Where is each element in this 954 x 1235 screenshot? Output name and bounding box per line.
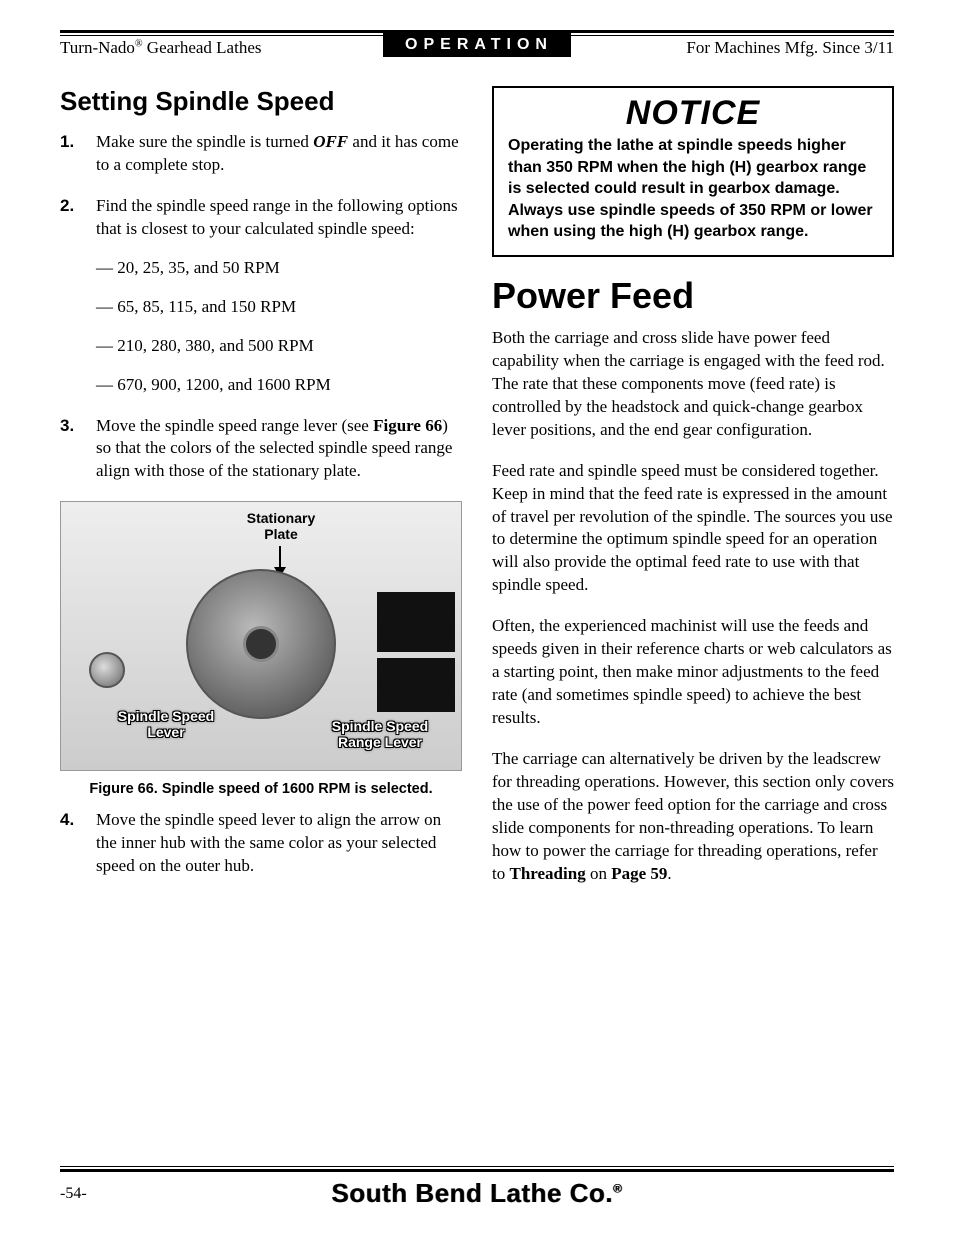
header-right: For Machines Mfg. Since 3/11 <box>581 38 894 58</box>
power-feed-p2: Feed rate and spindle speed must be cons… <box>492 460 894 598</box>
steps-list: Make sure the spindle is turned OFF and … <box>60 131 462 483</box>
step2-text: Find the spindle speed range in the foll… <box>96 196 458 238</box>
footer-brand: South Bend Lathe Co.® <box>120 1178 894 1209</box>
speed-range-item: — 20, 25, 35, and 50 RPM <box>96 257 462 280</box>
header-brand-suffix: Gearhead Lathes <box>143 38 262 57</box>
spindle-speed-lever-label: Spindle Speed Lever <box>101 708 231 740</box>
speed-range-item: — 65, 85, 115, and 150 RPM <box>96 296 462 319</box>
setting-spindle-speed-heading: Setting Spindle Speed <box>60 86 462 117</box>
figure-66: Stationary Plate Spindle Speed Lever Spi… <box>60 501 462 797</box>
power-feed-heading: Power Feed <box>492 275 894 317</box>
step1-off: OFF <box>313 132 348 151</box>
figure-66-caption: Figure 66. Spindle speed of 1600 RPM is … <box>60 781 462 797</box>
left-knob-graphic <box>89 652 125 688</box>
stationary-plate-label: Stationary Plate <box>221 510 341 542</box>
step3-text-a: Move the spindle speed range lever (see <box>96 416 373 435</box>
power-feed-p3: Often, the experienced machinist will us… <box>492 615 894 730</box>
step-2: Find the spindle speed range in the foll… <box>60 195 462 397</box>
left-column: Setting Spindle Speed Make sure the spin… <box>60 86 462 904</box>
page-59-ref: Page 59 <box>611 864 667 883</box>
speed-range-list: — 20, 25, 35, and 50 RPM — 65, 85, 115, … <box>96 257 462 397</box>
notice-title: NOTICE <box>508 94 878 133</box>
p4-text-b: on <box>586 864 612 883</box>
header-left: Turn-Nado® Gearhead Lathes <box>60 38 373 58</box>
power-feed-p4: The carriage can alternatively be driven… <box>492 748 894 886</box>
step-1: Make sure the spindle is turned OFF and … <box>60 131 462 177</box>
warning-plate-graphic <box>377 658 455 712</box>
header-brand: Turn-Nado <box>60 38 135 57</box>
step1-text-a: Make sure the spindle is turned <box>96 132 313 151</box>
notice-box: NOTICE Operating the lathe at spindle sp… <box>492 86 894 257</box>
header-center-label: OPERATION <box>383 33 571 57</box>
speed-range-item: — 670, 900, 1200, and 1600 RPM <box>96 374 462 397</box>
step-3: Move the spindle speed range lever (see … <box>60 415 462 484</box>
steps-list-continued: Move the spindle speed lever to align th… <box>60 809 462 878</box>
speed-range-item: — 210, 280, 380, and 500 RPM <box>96 335 462 358</box>
p4-text-a: The carriage can alternatively be driven… <box>492 749 894 883</box>
power-feed-p1: Both the carriage and cross slide have p… <box>492 327 894 442</box>
page-number: -54- <box>60 1185 120 1203</box>
figure-66-ref: Figure 66 <box>373 416 442 435</box>
notice-body: Operating the lathe at spindle speeds hi… <box>508 135 878 243</box>
page-footer: -54- South Bend Lathe Co.® <box>60 1166 894 1209</box>
p4-text-c: . <box>667 864 671 883</box>
speed-hub-graphic <box>186 569 336 719</box>
page-header: Turn-Nado® Gearhead Lathes OPERATION For… <box>60 35 894 58</box>
spindle-speed-range-lever-label: Spindle Speed Range Lever <box>315 718 445 750</box>
right-column: NOTICE Operating the lathe at spindle sp… <box>492 86 894 904</box>
warning-plate-graphic <box>377 592 455 652</box>
step-4: Move the spindle speed lever to align th… <box>60 809 462 878</box>
threading-ref: Threading <box>509 864 585 883</box>
figure-image: Stationary Plate Spindle Speed Lever Spi… <box>60 501 462 771</box>
